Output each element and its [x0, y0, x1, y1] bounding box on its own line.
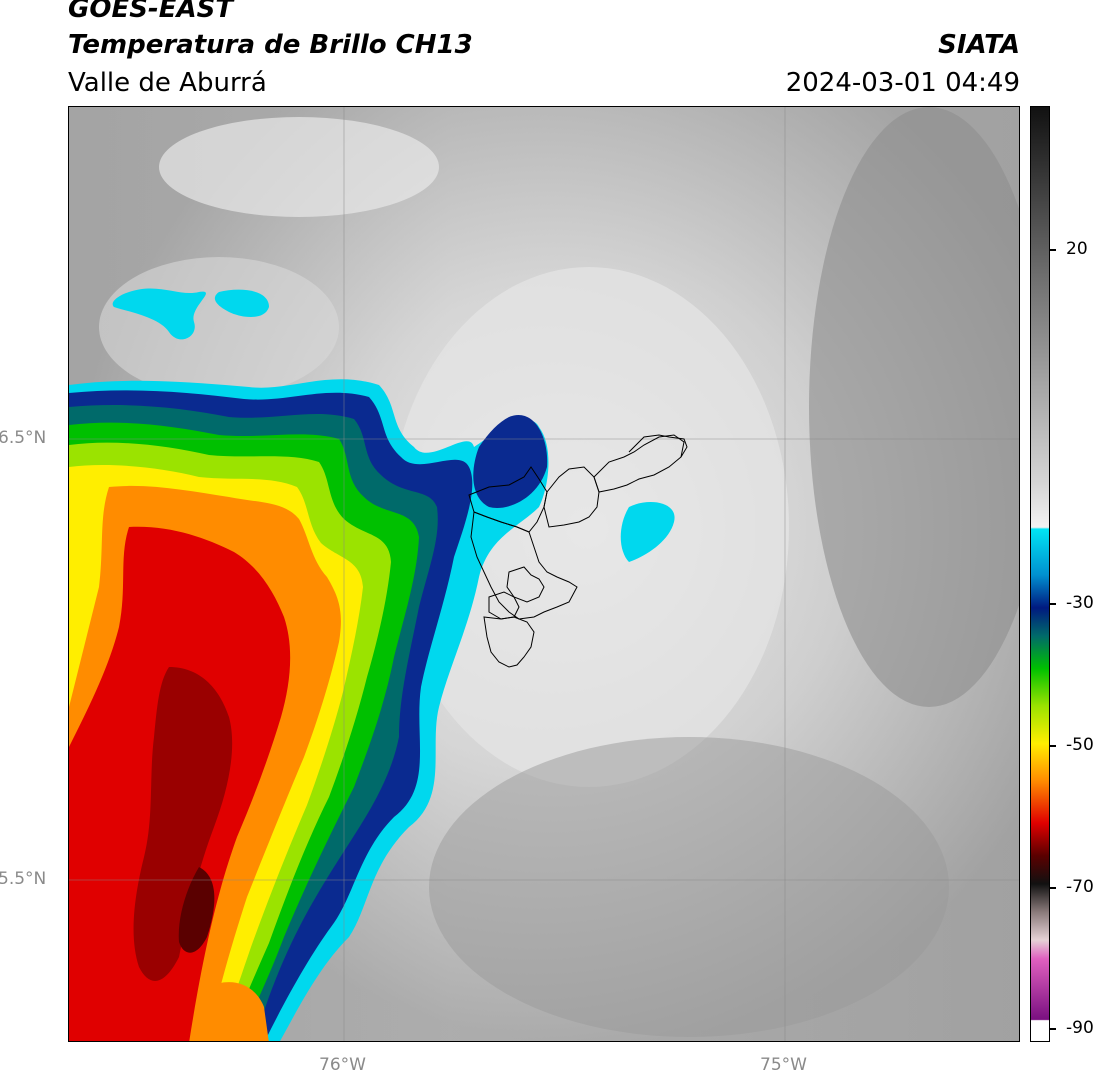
colorbar-tick	[1050, 603, 1056, 605]
product-title: Temperatura de Brillo CH13	[68, 30, 473, 60]
datetime-label: 2024-03-01 04:49	[786, 68, 1020, 98]
map-canvas	[69, 107, 1020, 1042]
colorbar-tick	[1050, 1028, 1056, 1030]
colorbar-label-neg30: -30	[1066, 593, 1094, 613]
lon-label-76w: 76°W	[319, 1055, 366, 1075]
organization-label: SIATA	[938, 30, 1020, 60]
colorbar-label-neg70: -70	[1066, 877, 1094, 897]
region-title: Valle de Aburrá	[68, 68, 267, 98]
lat-label-5-5: 5.5°N	[0, 869, 46, 889]
colorbar-tick	[1050, 745, 1056, 747]
colorbar-label-neg90: -90	[1066, 1018, 1094, 1038]
lat-label-6-5: 6.5°N	[0, 428, 46, 448]
satellite-title: GOES-EAST	[68, 0, 233, 24]
colorbar-label-20: 20	[1066, 239, 1088, 259]
colorbar-tick	[1050, 887, 1056, 889]
colorbar-label-neg50: -50	[1066, 735, 1094, 755]
lon-label-75w: 75°W	[760, 1055, 807, 1075]
colorbar-tick	[1050, 249, 1056, 251]
satellite-map[interactable]	[68, 106, 1020, 1042]
temperature-colorbar	[1030, 106, 1050, 1042]
